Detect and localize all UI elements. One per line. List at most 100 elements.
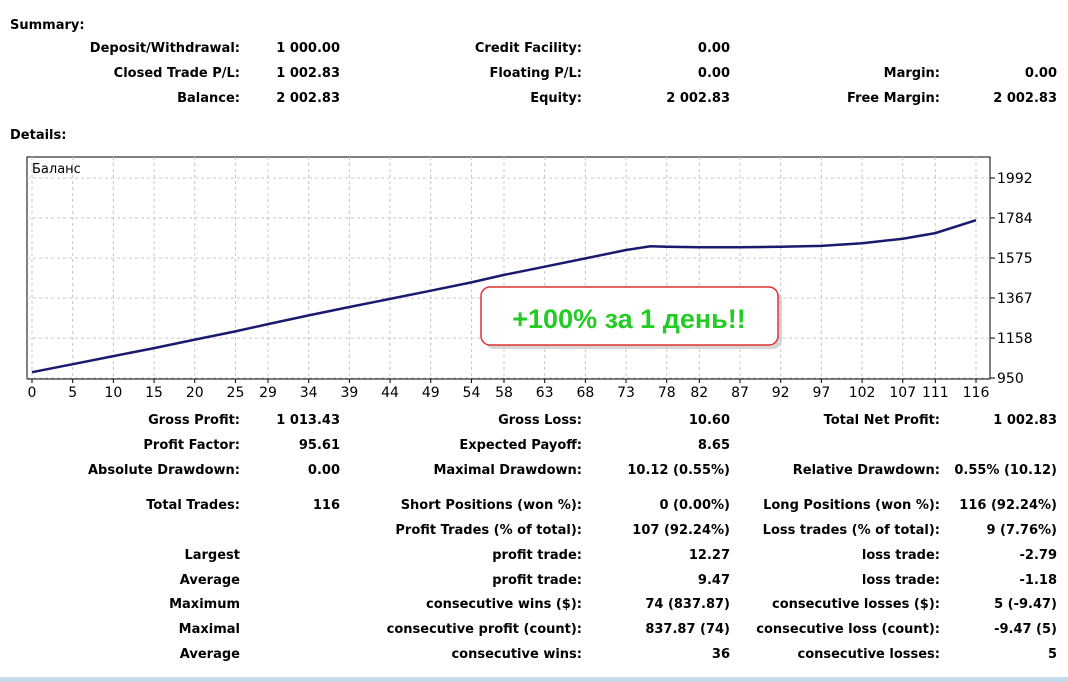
summary-value: 0.00: [1024, 66, 1057, 81]
stats-label: Absolute Drawdown:: [88, 463, 240, 478]
x-tick-label: 92: [772, 385, 790, 400]
stats-label: consecutive wins:: [451, 647, 582, 662]
stats-value: 74 (837.87): [645, 597, 730, 612]
y-tick-label: 1784: [997, 211, 1033, 227]
balance-series-line: [31, 219, 977, 374]
x-tick-label: 78: [658, 385, 676, 400]
stats-value: -2.79: [1019, 548, 1057, 563]
stats-value: -9.47 (5): [994, 622, 1057, 637]
x-tick-label: 54: [463, 385, 481, 400]
stats-label: Average: [179, 573, 240, 588]
summary-value: 2 002.83: [993, 91, 1057, 106]
x-tick-label: 29: [259, 385, 277, 400]
stats-label: Total Trades:: [146, 498, 240, 513]
stats-label: Expected Payoff:: [459, 438, 582, 453]
stats-value: 12.27: [688, 548, 730, 563]
x-tick-label: 15: [145, 385, 163, 400]
stats-label: profit trade:: [492, 548, 582, 563]
stats-label: Largest: [184, 548, 240, 563]
stats-label: loss trade:: [861, 548, 940, 563]
stats-value: 8.65: [697, 438, 730, 453]
annotation-box: [480, 286, 779, 346]
stats-value: 0.00: [307, 463, 340, 478]
stats-label: Maximal: [178, 622, 240, 637]
summary-value: 1 002.83: [276, 66, 340, 81]
summary-label: Free Margin:: [847, 91, 940, 106]
summary-label: Credit Facility:: [474, 41, 582, 56]
stats-value: 9.47: [697, 573, 730, 588]
stats-value: 116: [312, 498, 340, 513]
x-tick-label: 87: [731, 385, 749, 400]
y-tick-label: 1158: [997, 331, 1033, 347]
x-tick-label: 5: [68, 385, 77, 400]
stats-label: Gross Profit:: [148, 413, 240, 428]
x-tick-label: 111: [922, 385, 949, 400]
y-tick-label: 950: [997, 371, 1024, 387]
summary-value: 0.00: [697, 41, 730, 56]
stats-value: 1 013.43: [276, 413, 340, 428]
stats-label: consecutive loss (count):: [756, 622, 940, 637]
stats-label: Profit Trades (% of total):: [395, 523, 582, 538]
window-bottom-edge: [0, 677, 1068, 682]
y-tick-label: 1575: [997, 251, 1033, 267]
summary-label: Deposit/Withdrawal:: [89, 41, 240, 56]
y-tick-label: 1992: [997, 171, 1033, 187]
stats-label: profit trade:: [492, 573, 582, 588]
stats-value: 10.60: [688, 413, 730, 428]
x-tick-label: 58: [495, 385, 513, 400]
stats-label: Total Net Profit:: [823, 413, 940, 428]
x-tick-label: 73: [617, 385, 635, 400]
stats-value: 95.61: [298, 438, 340, 453]
stats-label: Profit Factor:: [143, 438, 240, 453]
stats-label: consecutive losses ($):: [772, 597, 940, 612]
summary-label: Closed Trade P/L:: [113, 66, 240, 81]
summary-label: Equity:: [530, 91, 582, 106]
stats-value: 9 (7.76%): [986, 523, 1057, 538]
x-tick-label: 20: [186, 385, 204, 400]
summary-heading: Summary:: [10, 18, 85, 33]
summary-value: 2 002.83: [276, 91, 340, 106]
stats-label: loss trade:: [861, 573, 940, 588]
stats-value: 10.12 (0.55%): [627, 463, 730, 478]
x-tick-label: 39: [340, 385, 358, 400]
stats-value: 0.55% (10.12): [954, 463, 1057, 478]
stats-label: Short Positions (won %):: [400, 498, 582, 513]
x-tick-label: 34: [300, 385, 318, 400]
x-tick-label: 102: [849, 385, 876, 400]
x-tick-label: 97: [812, 385, 830, 400]
stats-label: consecutive profit (count):: [386, 622, 582, 637]
summary-label: Margin:: [883, 66, 940, 81]
summary-label: Floating P/L:: [489, 66, 582, 81]
stats-label: Maximal Drawdown:: [433, 463, 582, 478]
summary-value: 2 002.83: [666, 91, 730, 106]
stats-label: consecutive wins ($):: [425, 597, 582, 612]
x-tick-label: 44: [381, 385, 399, 400]
x-tick-label: 68: [576, 385, 594, 400]
stats-value: 837.87 (74): [645, 622, 730, 637]
stats-value: 36: [711, 647, 730, 662]
stats-value: -1.18: [1019, 573, 1057, 588]
y-tick-label: 1367: [997, 291, 1033, 307]
annotation-text: +100% за 1 день!!: [512, 304, 745, 334]
stats-label: Maximum: [169, 597, 240, 612]
summary-value: 1 000.00: [276, 41, 340, 56]
stats-label: Relative Drawdown:: [792, 463, 940, 478]
x-tick-label: 63: [536, 385, 554, 400]
stats-label: Loss trades (% of total):: [762, 523, 940, 538]
stats-value: 107 (92.24%): [632, 523, 730, 538]
x-tick-label: 49: [422, 385, 440, 400]
stats-value: 1 002.83: [993, 413, 1057, 428]
stats-value: 5: [1047, 647, 1057, 662]
stats-label: Average: [179, 647, 240, 662]
x-tick-label: 107: [889, 385, 916, 400]
balance-chart: 1992 1784 1575 1367 1158 950 0 5 10 15 20 25 29 34 39 4…: [26, 156, 1033, 400]
x-tick-label: 82: [690, 385, 708, 400]
stats-value: 5 (-9.47): [994, 597, 1057, 612]
stats-label: Gross Loss:: [498, 413, 582, 428]
x-tick-label: 116: [963, 385, 990, 400]
stats-label: consecutive losses:: [797, 647, 940, 662]
x-tick-label: 0: [28, 385, 37, 400]
summary-label: Balance:: [177, 91, 240, 106]
stats-label: Long Positions (won %):: [763, 498, 940, 513]
details-heading: Details:: [10, 128, 67, 143]
